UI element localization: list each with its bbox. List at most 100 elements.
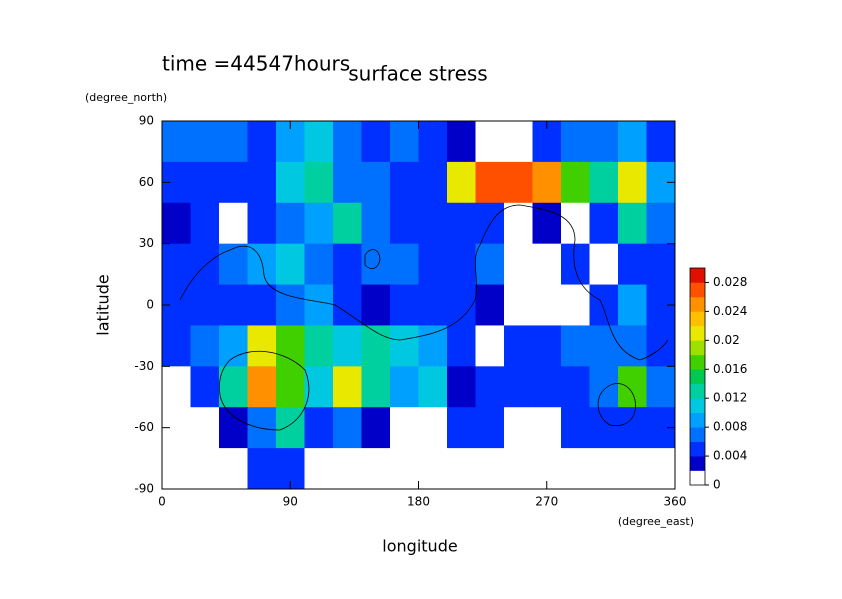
field-cell xyxy=(646,121,676,163)
colorbar-tick-label: 0 xyxy=(713,478,721,492)
field-cell xyxy=(276,202,305,245)
field-cell xyxy=(304,161,334,204)
field-cell xyxy=(504,202,533,245)
field-cell xyxy=(447,407,476,449)
colorbar-tick-label: 0.02 xyxy=(713,333,740,347)
field-cell xyxy=(618,284,647,326)
field-cell xyxy=(475,243,505,286)
field-cell xyxy=(162,325,191,367)
field-cell xyxy=(390,202,419,245)
field-cell xyxy=(618,448,647,490)
field-cell xyxy=(390,366,419,408)
colorbar-swatch xyxy=(690,441,705,457)
field-cell xyxy=(447,243,476,286)
field-cell xyxy=(646,448,676,490)
field-cell xyxy=(418,161,448,204)
field-cell xyxy=(304,407,334,449)
field-cell xyxy=(304,284,334,326)
field-cell xyxy=(504,366,533,408)
field-cell xyxy=(333,121,362,163)
y-tick-label: -60 xyxy=(134,420,154,434)
field-cell xyxy=(219,448,248,490)
coastlines xyxy=(179,204,669,431)
field-cell xyxy=(190,161,220,204)
field-cell xyxy=(475,448,505,490)
field-cell xyxy=(247,121,277,163)
field-cell xyxy=(219,243,248,286)
field-cell xyxy=(447,161,476,204)
field-cell xyxy=(618,243,647,286)
field-cell xyxy=(190,448,220,490)
field-cell xyxy=(276,161,305,204)
y-tick-label: 60 xyxy=(139,175,154,189)
field-cell xyxy=(304,121,334,163)
field-cell xyxy=(618,202,647,245)
colorbar-swatch xyxy=(690,325,705,341)
field-cell xyxy=(504,448,533,490)
field-cell xyxy=(418,448,448,490)
field-cell xyxy=(162,121,191,163)
field-cell xyxy=(333,161,362,204)
field-cell xyxy=(475,407,505,449)
field-cell xyxy=(532,325,562,367)
colorbar-swatch xyxy=(690,369,705,385)
field-cell xyxy=(589,366,619,408)
field-cell xyxy=(418,284,448,326)
coastline xyxy=(179,204,669,361)
colorbar-swatch xyxy=(690,383,705,399)
field-cell xyxy=(276,407,305,449)
field-cell xyxy=(418,121,448,163)
field-cell xyxy=(561,325,590,367)
field-cell xyxy=(190,202,220,245)
y-tick-label: 30 xyxy=(139,236,154,250)
field-cell xyxy=(190,284,220,326)
field-cell xyxy=(190,121,220,163)
field-cell xyxy=(561,202,590,245)
chart-title: surface stress xyxy=(348,62,487,86)
field-cell xyxy=(532,202,562,245)
field-cell xyxy=(475,325,505,367)
field-cell xyxy=(475,161,505,204)
field-cell xyxy=(247,407,277,449)
x-units: (degree_east) xyxy=(618,515,694,528)
field-cell xyxy=(304,243,334,286)
field-cell xyxy=(589,121,619,163)
field-cell xyxy=(532,243,562,286)
field-cell xyxy=(504,121,533,163)
y-tick-label: 0 xyxy=(146,298,154,312)
field-cell xyxy=(646,202,676,245)
field-cell xyxy=(618,121,647,163)
field-cell xyxy=(390,243,419,286)
field-cell xyxy=(390,284,419,326)
field-cell xyxy=(190,366,220,408)
field-cell xyxy=(475,121,505,163)
field-cell xyxy=(618,325,647,367)
field-cell xyxy=(333,325,362,367)
field-cell xyxy=(504,407,533,449)
y-tick-label: -30 xyxy=(134,359,154,373)
field-cell xyxy=(333,243,362,286)
colorbar-swatch xyxy=(690,354,705,370)
field-cell xyxy=(162,366,191,408)
x-tick-label: 270 xyxy=(535,495,558,509)
colorbar-swatch xyxy=(690,282,705,298)
field-cell xyxy=(361,407,391,449)
x-tick-label: 90 xyxy=(283,495,298,509)
colorbar-tick-label: 0.028 xyxy=(713,275,747,289)
field-cell xyxy=(589,325,619,367)
colorbar-tick-label: 0.012 xyxy=(713,391,747,405)
field-cell xyxy=(361,284,391,326)
colorbar-tick-label: 0.008 xyxy=(713,420,747,434)
field-cell xyxy=(504,284,533,326)
field-cell xyxy=(190,407,220,449)
field-cell xyxy=(447,366,476,408)
colorbar-frame xyxy=(689,267,706,486)
colorbar-swatch xyxy=(690,456,705,471)
field-cell xyxy=(418,202,448,245)
field-cell xyxy=(390,325,419,367)
colorbar-tick-label: 0.004 xyxy=(713,449,747,463)
field-cell xyxy=(247,448,277,490)
axes: 0 90 180 270 360 -90 -60 -30 0 30 60 90 0 0.004 0.008 0… xyxy=(134,114,747,509)
